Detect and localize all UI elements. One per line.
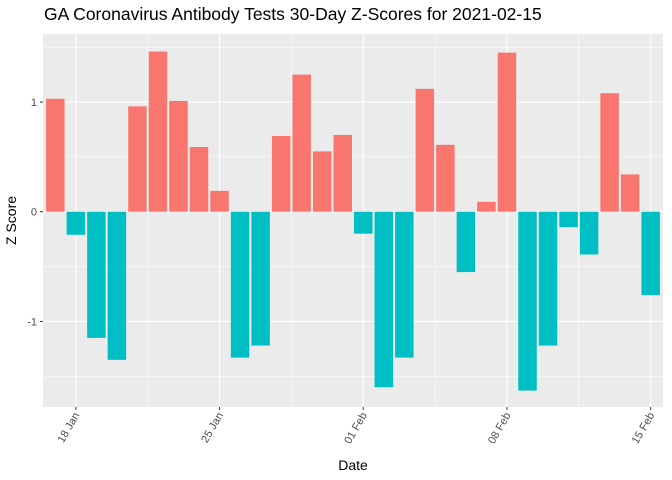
bar: [251, 211, 270, 346]
bar: [189, 146, 209, 212]
bar: [46, 98, 65, 212]
bar: [497, 52, 517, 212]
bar: [477, 201, 496, 212]
chart-title: GA Coronavirus Antibody Tests 30-Day Z-S…: [44, 4, 542, 24]
bar: [312, 151, 332, 212]
y-axis-title: Z Score: [3, 196, 19, 245]
bar: [538, 211, 558, 346]
bar: [559, 211, 578, 228]
bar: [210, 190, 229, 212]
y-tick-label: -1: [27, 316, 37, 328]
x-tick-label: 08 Feb: [486, 411, 514, 447]
bar: [415, 88, 435, 212]
bar: [66, 211, 86, 235]
bar: [230, 211, 250, 358]
bar: [641, 211, 660, 296]
bar: [148, 51, 168, 212]
bar: [292, 74, 311, 212]
x-axis: 18 Jan 25 Jan 01 Feb 08 Feb 15 Feb: [56, 407, 658, 447]
y-axis: -1 0 1: [27, 97, 43, 328]
x-tick-label: 01 Feb: [342, 411, 370, 447]
bar: [107, 211, 127, 360]
bar: [518, 211, 537, 391]
bar: [271, 136, 291, 212]
bar: [436, 144, 455, 212]
x-axis-title: Date: [338, 457, 368, 473]
minor-gridlines: [43, 34, 663, 407]
x-tick-label: 15 Feb: [630, 411, 658, 447]
bar: [374, 211, 394, 388]
bar: [354, 211, 373, 234]
bar: [169, 100, 188, 212]
bar: [456, 211, 476, 273]
bar: [600, 93, 619, 212]
bars: [46, 51, 660, 391]
bar: [128, 106, 147, 212]
bar: [579, 211, 599, 255]
x-tick-label: 25 Jan: [199, 411, 226, 446]
bar: [620, 174, 640, 212]
bar: [333, 134, 352, 212]
bar: [87, 211, 106, 338]
x-tick-label: 18 Jan: [56, 411, 83, 446]
y-tick-label: 0: [31, 207, 37, 219]
bar: [395, 211, 414, 358]
y-tick-label: 1: [31, 97, 37, 109]
